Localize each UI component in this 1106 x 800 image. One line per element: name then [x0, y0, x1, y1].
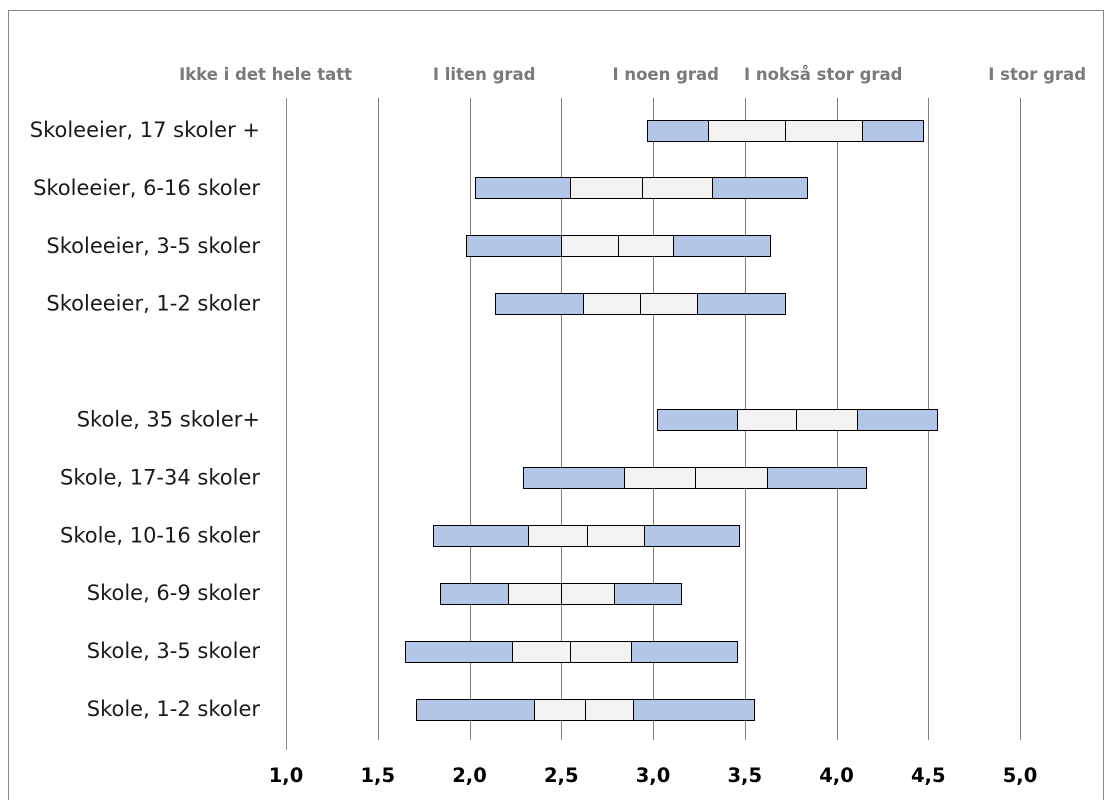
category-label: Skole, 1-2 skoler [87, 697, 261, 721]
segment-median-q3 [587, 525, 645, 547]
x-tick-label: 4,0 [819, 764, 854, 787]
segment-q1-median [570, 177, 643, 199]
segment-q3-max [712, 177, 808, 199]
x-tick-label: 3,0 [636, 764, 671, 787]
x-tick-label: 1,0 [269, 764, 304, 787]
segment-min-q1 [440, 583, 509, 605]
segment-q3-max [673, 235, 771, 257]
segment-q3-max [633, 699, 755, 721]
segment-q1-median [737, 409, 797, 431]
category-label: Skoleeier, 6-16 skoler [33, 176, 260, 200]
segment-median-q3 [642, 177, 713, 199]
scale-label: I liten grad [433, 65, 536, 84]
segment-median-q3 [796, 409, 858, 431]
segment-median-q3 [785, 120, 863, 142]
range-bars [405, 120, 938, 721]
x-tick-label: 2,0 [452, 764, 487, 787]
chart-frame [8, 10, 1104, 800]
scale-label: I noen grad [612, 65, 719, 84]
segment-q3-max [767, 467, 867, 489]
segment-min-q1 [647, 120, 709, 142]
x-tick-label: 2,5 [544, 764, 579, 787]
scale-label: Ikke i det hele tatt [179, 65, 352, 84]
segment-min-q1 [495, 293, 584, 315]
segment-q3-max [862, 120, 924, 142]
segment-median-q3 [695, 467, 768, 489]
scale-labels: Ikke i det hele tatt I liten grad I noen g… [179, 65, 1086, 84]
segment-median-q3 [561, 583, 615, 605]
x-tick-label: 3,5 [727, 764, 762, 787]
category-label: Skoleeier, 3-5 skoler [46, 234, 260, 258]
segment-min-q1 [433, 525, 529, 547]
category-label: Skoleeier, 17 skoler + [30, 118, 260, 142]
category-label: Skole, 35 skoler+ [77, 408, 260, 432]
segment-median-q3 [570, 641, 632, 663]
segment-median-q3 [618, 235, 674, 257]
segment-q1-median [624, 467, 696, 489]
segment-q1-median [708, 120, 786, 142]
category-label: Skole, 3-5 skoler [87, 639, 261, 663]
segment-q1-median [508, 583, 562, 605]
segment-min-q1 [416, 699, 535, 721]
segment-q1-median [528, 525, 588, 547]
category-label: Skole, 10-16 skoler [60, 523, 260, 547]
segment-min-q1 [523, 467, 625, 489]
category-labels: Skoleeier, 17 skoler + Skoleeier, 6-16 sk… [30, 118, 261, 721]
segment-median-q3 [585, 699, 634, 721]
segment-q1-median [561, 235, 619, 257]
x-tick-label: 5,0 [1003, 764, 1038, 787]
segment-q1-median [583, 293, 641, 315]
x-axis-tick-labels: 1,0 1,5 2,0 2,5 3,0 3,5 4,0 4,5 5,0 [269, 764, 1038, 787]
segment-q1-median [534, 699, 586, 721]
segment-min-q1 [466, 235, 562, 257]
segment-min-q1 [475, 177, 571, 199]
segment-q3-max [631, 641, 738, 663]
scale-label: I nokså stor grad [744, 65, 902, 84]
segment-min-q1 [657, 409, 738, 431]
segment-q3-max [857, 409, 938, 431]
category-label: Skole, 6-9 skoler [87, 581, 261, 605]
scale-label: I stor grad [988, 65, 1086, 84]
segment-q3-max [644, 525, 740, 547]
segment-median-q3 [640, 293, 698, 315]
segment-q3-max [697, 293, 786, 315]
segment-min-q1 [405, 641, 513, 663]
segment-q3-max [614, 583, 682, 605]
category-label: Skoleeier, 1-2 skoler [46, 292, 260, 316]
x-tick-label: 1,5 [360, 764, 395, 787]
category-label: Skole, 17-34 skoler [60, 465, 260, 489]
segment-q1-median [512, 641, 571, 663]
x-tick-label: 4,5 [911, 764, 946, 787]
